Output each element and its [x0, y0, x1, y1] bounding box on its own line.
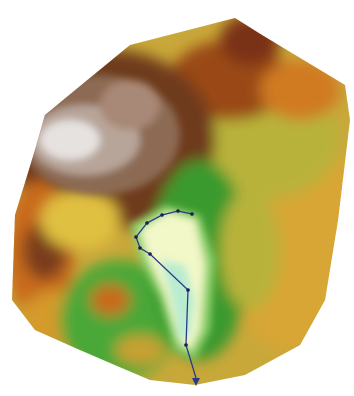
- elevation-layer: [0, 0, 354, 396]
- page: (() => { const data = JSON.parse(documen…: [0, 0, 354, 396]
- terrain-map: [0, 0, 354, 396]
